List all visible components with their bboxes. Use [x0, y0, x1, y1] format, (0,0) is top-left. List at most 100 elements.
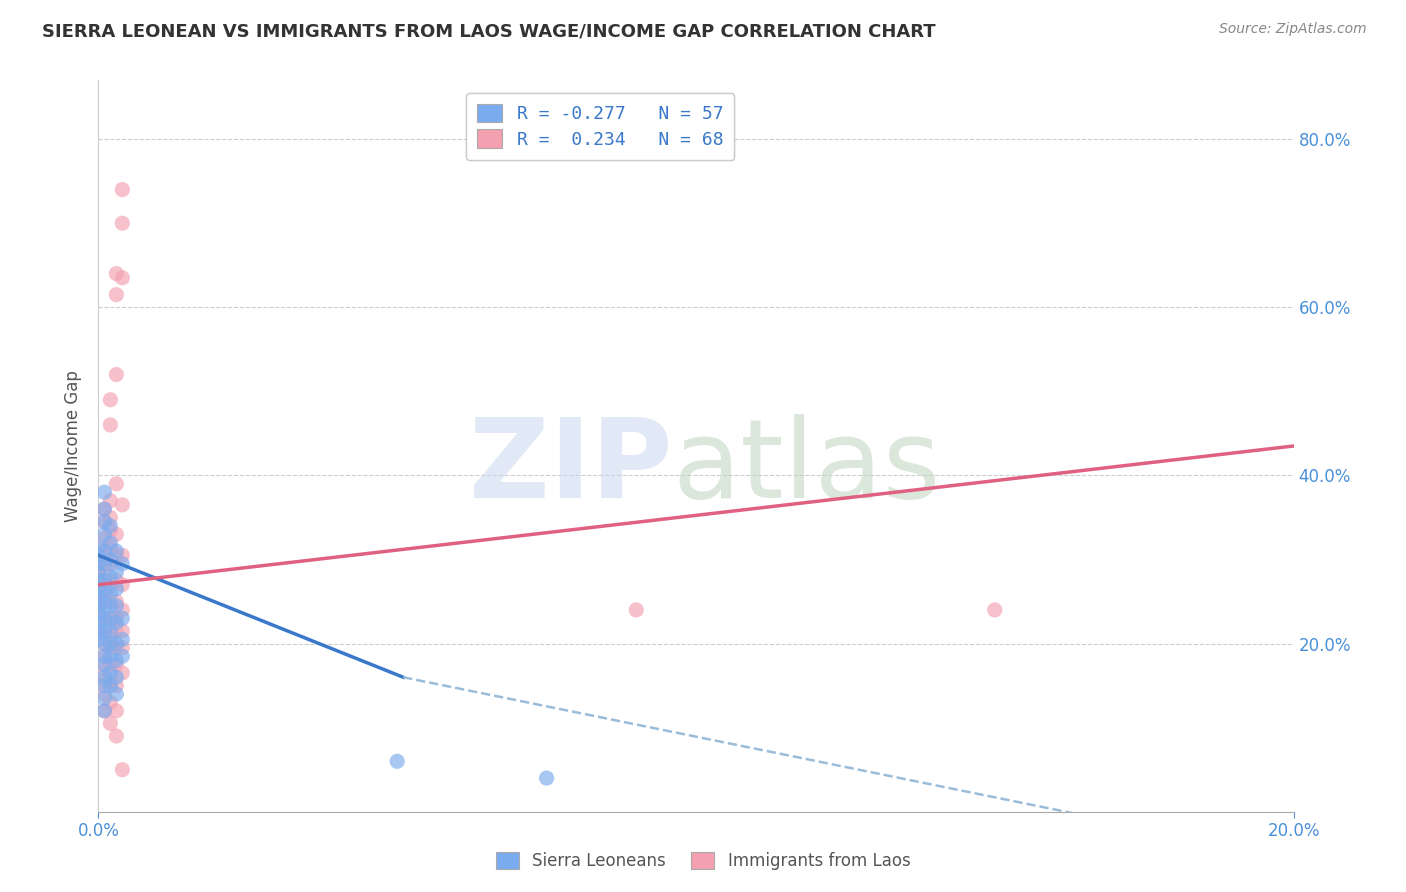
Point — [105, 687, 128, 701]
Point — [87, 607, 110, 622]
Point — [93, 544, 115, 558]
Point — [93, 649, 115, 664]
Point — [98, 716, 122, 731]
Point — [98, 649, 122, 664]
Point — [98, 665, 122, 680]
Point — [98, 599, 122, 613]
Point — [87, 615, 110, 630]
Point — [93, 691, 115, 706]
Text: ZIP: ZIP — [468, 415, 672, 522]
Point — [93, 557, 115, 571]
Point — [111, 632, 134, 647]
Point — [105, 544, 128, 558]
Point — [105, 615, 128, 630]
Point — [111, 649, 134, 664]
Point — [98, 636, 122, 650]
Point — [98, 569, 122, 583]
Point — [105, 527, 128, 541]
Point — [87, 565, 110, 579]
Point — [111, 763, 134, 777]
Point — [93, 557, 115, 571]
Point — [93, 649, 115, 664]
Point — [98, 552, 122, 566]
Point — [93, 687, 115, 701]
Point — [111, 183, 134, 197]
Point — [93, 704, 115, 718]
Point — [98, 493, 122, 508]
Text: Source: ZipAtlas.com: Source: ZipAtlas.com — [1219, 22, 1367, 37]
Point — [93, 502, 115, 516]
Point — [105, 594, 128, 608]
Point — [87, 557, 110, 571]
Point — [87, 591, 110, 605]
Point — [105, 611, 128, 625]
Point — [105, 670, 128, 684]
Point — [93, 674, 115, 689]
Point — [87, 549, 110, 563]
Point — [93, 704, 115, 718]
Point — [93, 574, 115, 588]
Point — [111, 624, 134, 638]
Point — [93, 582, 115, 596]
Point — [93, 624, 115, 638]
Point — [111, 578, 134, 592]
Point — [98, 695, 122, 709]
Point — [98, 674, 122, 689]
Point — [98, 640, 122, 655]
Point — [93, 515, 115, 529]
Point — [87, 607, 110, 622]
Point — [105, 267, 128, 281]
Point — [98, 611, 122, 625]
Point — [105, 599, 128, 613]
Point — [111, 549, 134, 563]
Point — [626, 603, 648, 617]
Point — [98, 578, 122, 592]
Point — [536, 771, 558, 785]
Point — [93, 679, 115, 693]
Point — [98, 510, 122, 524]
Point — [105, 574, 128, 588]
Point — [111, 498, 134, 512]
Point — [111, 270, 134, 285]
Point — [98, 594, 122, 608]
Point — [93, 569, 115, 583]
Point — [98, 519, 122, 533]
Point — [93, 611, 115, 625]
Point — [93, 586, 115, 600]
Point — [93, 485, 115, 500]
Point — [93, 636, 115, 650]
Point — [87, 565, 110, 579]
Point — [87, 599, 110, 613]
Point — [87, 582, 110, 596]
Point — [105, 368, 128, 382]
Point — [105, 582, 128, 596]
Point — [105, 653, 128, 667]
Point — [111, 640, 134, 655]
Point — [111, 603, 134, 617]
Legend: Sierra Leoneans, Immigrants from Laos: Sierra Leoneans, Immigrants from Laos — [489, 845, 917, 877]
Point — [105, 704, 128, 718]
Point — [98, 557, 122, 571]
Legend: R = -0.277   N = 57, R =  0.234   N = 68: R = -0.277 N = 57, R = 0.234 N = 68 — [467, 93, 734, 160]
Point — [111, 665, 134, 680]
Point — [98, 628, 122, 642]
Point — [105, 679, 128, 693]
Point — [93, 515, 115, 529]
Point — [98, 679, 122, 693]
Point — [98, 392, 122, 407]
Point — [93, 594, 115, 608]
Point — [98, 586, 122, 600]
Point — [93, 599, 115, 613]
Point — [87, 599, 110, 613]
Point — [87, 582, 110, 596]
Point — [87, 557, 110, 571]
Text: SIERRA LEONEAN VS IMMIGRANTS FROM LAOS WAGE/INCOME GAP CORRELATION CHART: SIERRA LEONEAN VS IMMIGRANTS FROM LAOS W… — [42, 22, 936, 40]
Point — [105, 287, 128, 301]
Point — [105, 640, 128, 655]
Point — [87, 632, 110, 647]
Point — [105, 549, 128, 563]
Point — [93, 662, 115, 676]
Point — [98, 624, 122, 638]
Point — [98, 611, 122, 625]
Point — [87, 624, 110, 638]
